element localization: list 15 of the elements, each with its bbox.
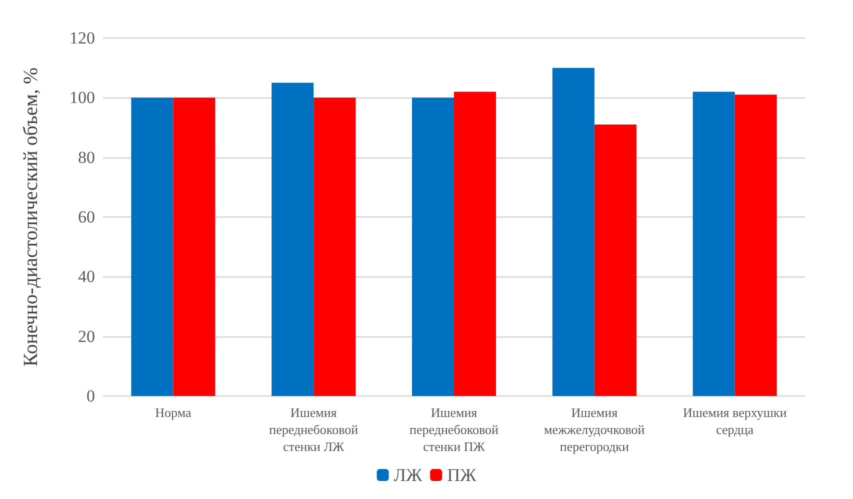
y-axis-title: Конечно-диастолический объем, % [20,67,42,367]
y-tick-label: 60 [78,208,95,226]
x-tick-label: Ишемия верхушки сердца [682,405,787,437]
y-tick-label: 120 [70,28,95,48]
y-tick-label: 80 [78,148,95,167]
y-tick-label: 20 [78,326,95,346]
x-tick-label: Ишемия межжелудочковой перегородки [544,405,645,454]
x-tick-label: Норма [155,405,192,420]
y-tick-label: 100 [70,88,95,108]
y-tick-label: 40 [78,267,95,286]
x-tick-label: Ишемия переднебоковой стенки ЛЖ [269,405,358,454]
x-tick-label: Ишемия переднебоковой стенки ПЖ [410,405,499,454]
legend-label: ЛЖ [394,465,423,485]
legend-label: ПЖ [447,465,478,485]
y-tick-label: 0 [86,386,95,406]
